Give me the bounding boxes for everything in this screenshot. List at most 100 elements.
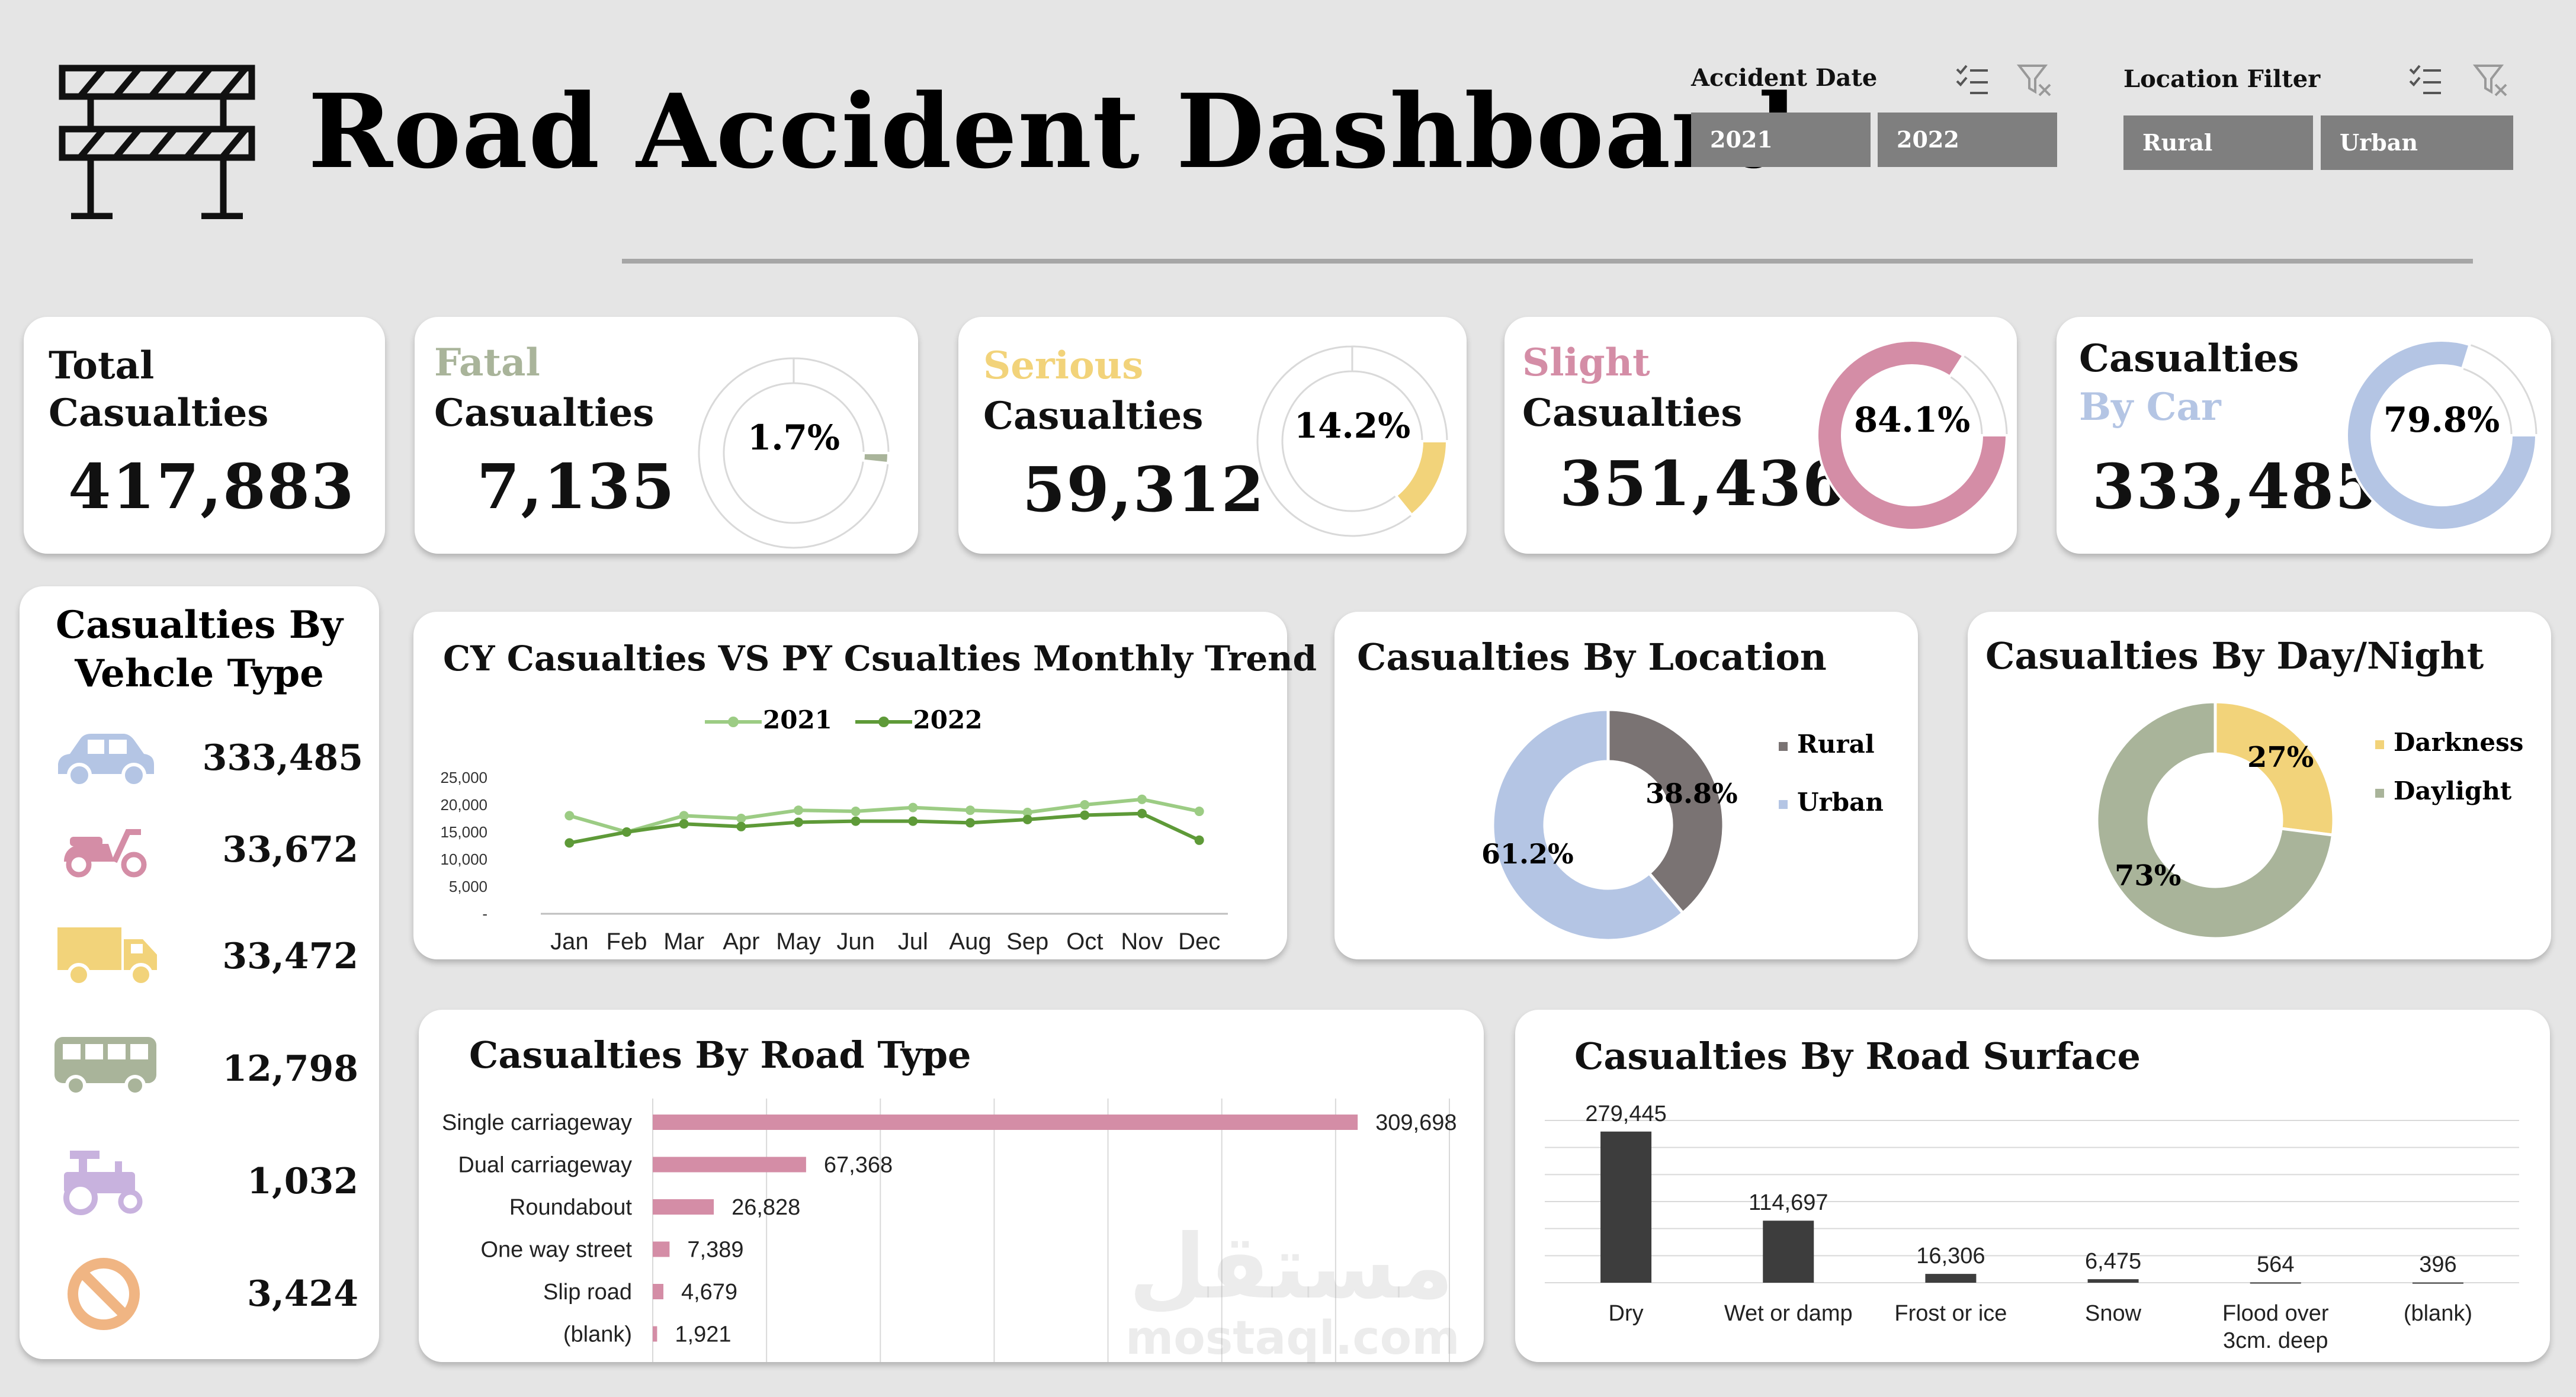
kpi-fatal-value: 7,135: [477, 450, 676, 523]
ring-value-arc: [2346, 339, 2538, 531]
x-tick-label: Jan: [550, 929, 589, 955]
kpi-car-title-line2: By Car: [2079, 385, 2221, 429]
kpi-slight-title-line2: Casualties: [1522, 391, 1743, 435]
day-night-panel: Casualties By Day/Night 27% 73% Darkness…: [1968, 612, 2551, 959]
x-tick-label: Dec: [1178, 929, 1220, 955]
clear-filter-icon[interactable]: [2017, 62, 2052, 98]
filter-option-2022[interactable]: 2022: [1878, 113, 2057, 167]
fatal-ring-label: 1.7%: [747, 418, 841, 458]
x-tick-label: May: [776, 929, 821, 955]
clear-filter-icon[interactable]: [2473, 62, 2508, 98]
ring-track: [698, 357, 890, 549]
series-point-2022: [851, 816, 861, 826]
watermark-url: mostaql.com: [1125, 1312, 1460, 1365]
data-label: 114,697: [1749, 1190, 1828, 1215]
vehicle-value-tractor: 1,032: [247, 1161, 358, 1202]
vehicle-value-other: 3,424: [247, 1273, 358, 1315]
daynight-value-daylight: 73%: [2115, 859, 2182, 892]
data-label: 4,679: [681, 1280, 737, 1305]
serious-ring-label: 14.2%: [1294, 406, 1411, 446]
legend-swatch-urban: [1779, 799, 1788, 809]
watermark: مستقل mostaql.com: [1125, 1216, 1460, 1365]
vehicle-value-scooter: 33,672: [222, 829, 358, 871]
daynight-legend: Darkness Daylight: [2375, 718, 2523, 815]
location-filter-title: Location Filter: [2123, 65, 2321, 93]
legend-label-2022: 2022: [913, 705, 983, 734]
series-line-2022: [569, 811, 1200, 845]
bar: [2087, 1279, 2139, 1283]
x-tick-label: Sep: [1006, 929, 1048, 955]
series-point-2022: [908, 816, 918, 826]
x-tick-label: Apr: [723, 929, 759, 955]
bar: [653, 1284, 663, 1299]
data-label: 309,698: [1375, 1110, 1457, 1135]
ring-value-arc: [1394, 440, 1449, 517]
location-panel: Casualties By Location 38.8% 61.2% Rural…: [1334, 612, 1918, 959]
vehicle-value-bus: 12,798: [222, 1048, 358, 1090]
series-point-2021: [1137, 794, 1147, 804]
vehicle-panel-title-line2: Vehcle Type: [75, 651, 324, 696]
slight-ring-chart: [1816, 339, 2009, 531]
multi-select-icon[interactable]: [2408, 62, 2443, 98]
filter-option-urban[interactable]: Urban: [2321, 115, 2513, 170]
truck-icon: [57, 927, 157, 987]
series-point-2022: [736, 821, 746, 831]
filter-option-rural[interactable]: Rural: [2123, 115, 2313, 170]
legend-label-darkness: Darkness: [2394, 728, 2524, 757]
category-label: Roundabout: [509, 1195, 633, 1220]
kpi-slight-card: Slight Casualties 351,436 84.1%: [1504, 317, 2017, 554]
category-label: Single carriageway: [442, 1110, 632, 1135]
y-tick-label: 10,000: [440, 850, 487, 868]
location-value-rural: 38.8%: [1645, 778, 1738, 810]
data-label: 1,921: [675, 1322, 731, 1347]
category-label: (blank): [2404, 1301, 2472, 1326]
donut-slice-rural: [1606, 708, 1725, 916]
monthly-trend-panel: CY Casualties VS PY Csualties Monthly Tr…: [413, 612, 1317, 959]
legend-label-2021: 2021: [763, 705, 832, 734]
y-tick-label: 15,000: [440, 823, 487, 841]
series-point-2021: [1194, 807, 1204, 817]
category-label: Frost or ice: [1894, 1301, 2007, 1326]
road-surface-panel: Casualties By Road Surface 279,445 Dry 114…: [1515, 1010, 2550, 1362]
bar: [653, 1157, 806, 1173]
legend-item-daylight: Daylight: [2375, 767, 2523, 815]
monthly-trend-title: CY Casualties VS PY Csualties Monthly Tr…: [443, 638, 1317, 679]
kpi-total-title-line2: Casualties: [49, 391, 269, 435]
series-point-2022: [1137, 808, 1147, 818]
kpi-total-card: Total Casualties 417,883: [24, 317, 385, 554]
series-point-2021: [1022, 807, 1032, 817]
series-point-2022: [564, 838, 575, 848]
filter-option-2021[interactable]: 2021: [1691, 113, 1871, 167]
category-label: Snow: [2085, 1301, 2142, 1326]
x-tick-label: Nov: [1121, 929, 1163, 955]
series-point-2022: [1194, 835, 1204, 845]
slight-ring-label: 84.1%: [1853, 400, 1971, 440]
data-label: 16,306: [1916, 1244, 1985, 1268]
x-tick-label: Jul: [898, 929, 928, 955]
bar: [1600, 1131, 1652, 1283]
location-value-urban: 61.2%: [1481, 838, 1574, 870]
category-label: Dual carriageway: [458, 1153, 632, 1178]
location-legend: Rural Urban: [1779, 715, 1884, 831]
kpi-slight-value: 351,436: [1560, 447, 1847, 520]
vehicle-value-truck: 33,472: [222, 936, 358, 977]
kpi-car-card: Casualties By Car 333,485 79.8%: [2057, 317, 2551, 554]
day-night-donut-chart: [2095, 700, 2336, 940]
car-ring-chart: [2346, 339, 2538, 531]
series-point-2022: [622, 827, 631, 837]
location-donut-chart: [1491, 708, 1725, 942]
no-entry-icon: [68, 1258, 140, 1330]
multi-select-icon[interactable]: [1955, 62, 1990, 98]
kpi-fatal-title-line1: Fatal: [434, 341, 540, 385]
road-barrier-icon: [59, 65, 255, 219]
y-tick-label: 20,000: [440, 796, 487, 814]
scooter-icon: [64, 829, 147, 878]
tractor-icon: [63, 1151, 143, 1215]
x-tick-label: Jun: [836, 929, 875, 955]
series-point-2021: [679, 811, 689, 821]
bar: [653, 1199, 714, 1215]
watermark-arabic: مستقل: [1128, 1216, 1454, 1319]
series-point-2021: [965, 805, 975, 815]
legend-label-urban: Urban: [1797, 788, 1884, 817]
series-point-2021: [794, 805, 803, 815]
